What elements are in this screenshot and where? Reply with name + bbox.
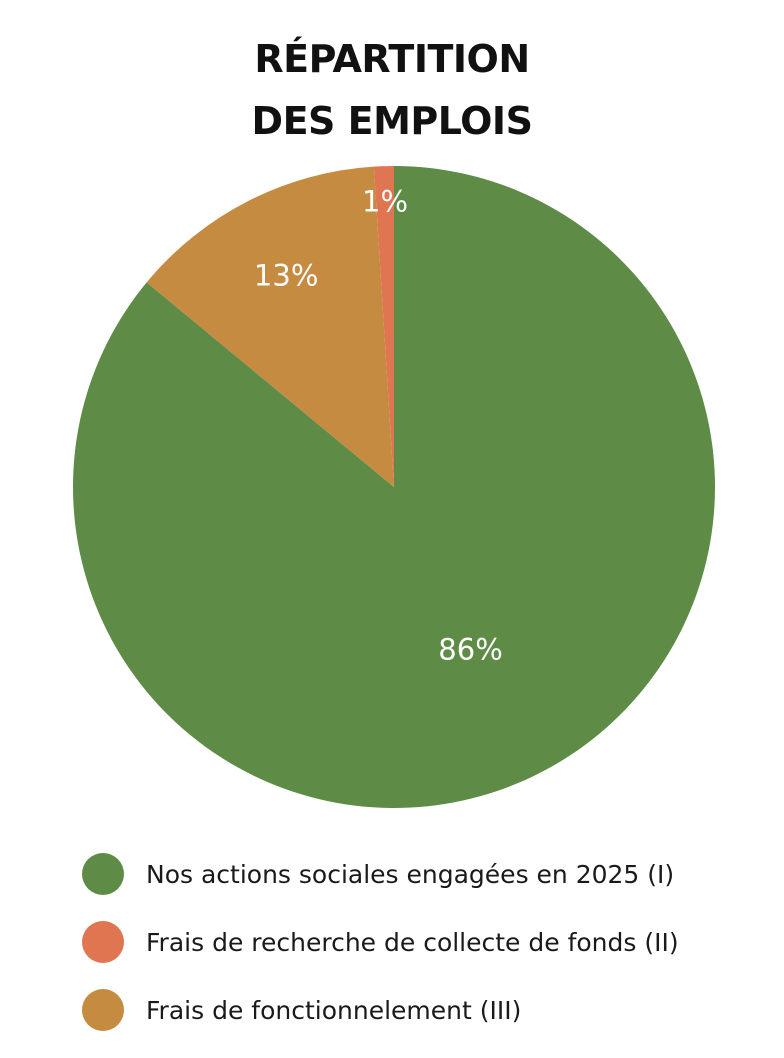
legend-swatch-collecte-fonds: [82, 921, 124, 963]
chart-title-line-1: RÉPARTITION: [254, 37, 530, 81]
slice-label-fonctionnement: 13%: [254, 258, 318, 292]
slice-fonctionnement: [146, 166, 394, 487]
legend: Nos actions sociales engagées en 2025 (I…: [82, 840, 772, 1044]
legend-swatch-actions-sociales: [82, 853, 124, 895]
slice-label-collecte-fonds: 1%: [362, 184, 408, 218]
legend-item-collecte-fonds: Frais de recherche de collecte de fonds …: [82, 908, 772, 976]
legend-item-actions-sociales: Nos actions sociales engagées en 2025 (I…: [82, 840, 772, 908]
slice-collecte-fonds: [373, 166, 394, 487]
legend-label-collecte-fonds: Frais de recherche de collecte de fonds …: [146, 927, 679, 957]
chart-title: RÉPARTITION DES EMPLOIS: [0, 28, 784, 152]
slice-label-actions-sociales: 86%: [438, 633, 502, 667]
legend-label-actions-sociales: Nos actions sociales engagées en 2025 (I…: [146, 859, 675, 889]
legend-label-fonctionnement: Frais de fonctionnelement (III): [146, 995, 522, 1025]
legend-swatch-fonctionnement: [82, 989, 124, 1031]
legend-item-fonctionnement: Frais de fonctionnelement (III): [82, 976, 772, 1044]
chart-title-line-2: DES EMPLOIS: [251, 99, 533, 143]
